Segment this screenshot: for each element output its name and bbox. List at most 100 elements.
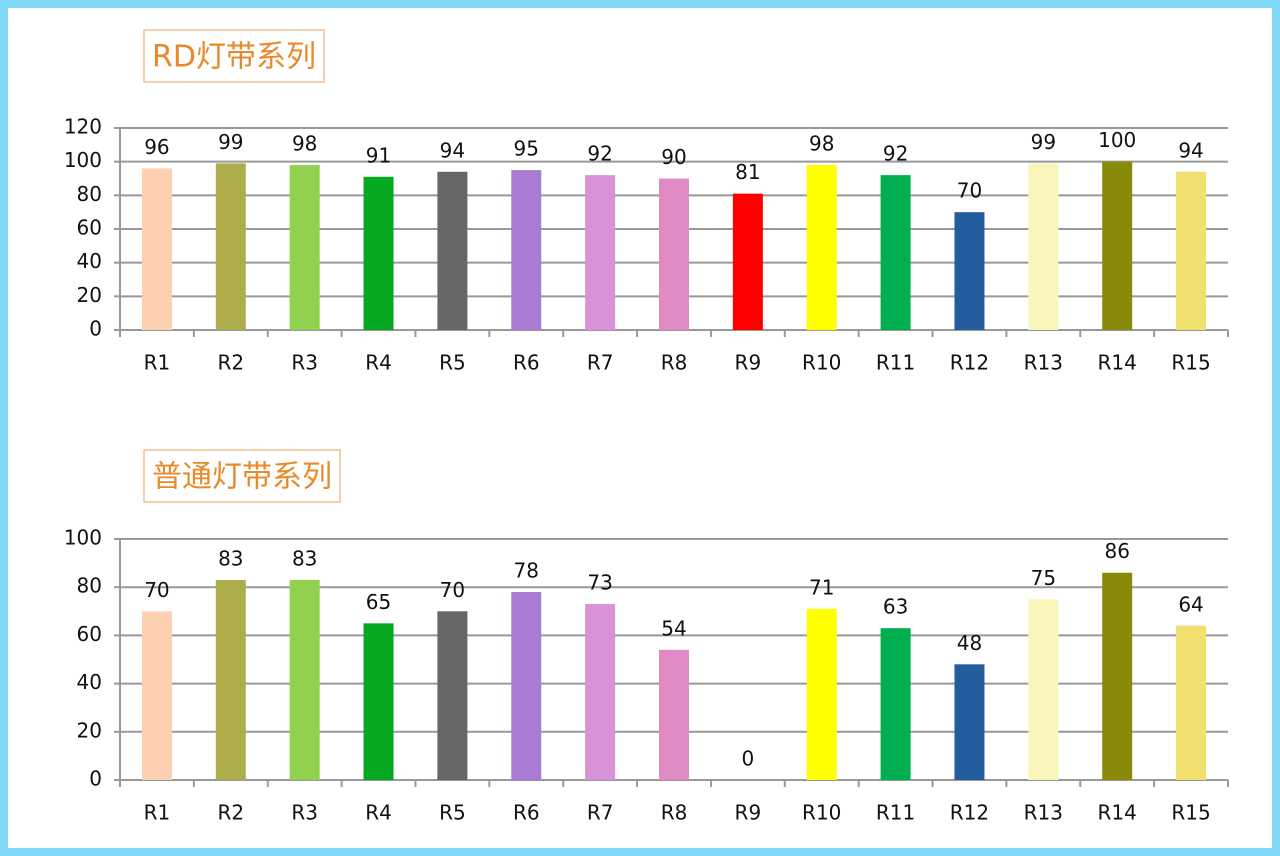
- y-tick-label: 40: [77, 670, 102, 694]
- bar: [1102, 572, 1133, 780]
- data-label: 70: [957, 179, 982, 203]
- bar: [215, 579, 246, 780]
- data-label: 98: [809, 132, 834, 156]
- bar: [289, 165, 320, 330]
- x-tick-label: R12: [950, 801, 989, 825]
- y-tick-label: 40: [77, 249, 102, 273]
- bar: [289, 579, 320, 780]
- bar: [1176, 171, 1207, 330]
- x-tick-label: R14: [1098, 351, 1137, 375]
- bar: [659, 649, 689, 780]
- x-tick-label: R4: [365, 351, 392, 375]
- x-tick-label: R13: [1024, 351, 1063, 375]
- x-tick-label: R7: [587, 801, 614, 825]
- title-box: [143, 449, 341, 503]
- y-tick-label: 120: [64, 115, 102, 139]
- bar: [585, 175, 616, 330]
- data-label: 91: [366, 143, 391, 167]
- data-label: 64: [1178, 592, 1203, 616]
- x-tick-label: R11: [876, 351, 915, 375]
- data-label: 90: [661, 145, 686, 169]
- bar: [363, 176, 394, 330]
- y-tick-label: 60: [77, 622, 102, 646]
- x-tick-label: R10: [802, 801, 841, 825]
- data-label: 75: [1031, 566, 1056, 590]
- x-tick-label: R6: [513, 351, 540, 375]
- chart-title: 普通灯带系列: [152, 460, 332, 495]
- data-label: 70: [144, 578, 169, 602]
- data-label: 54: [661, 616, 686, 640]
- data-label: 70: [440, 578, 465, 602]
- x-tick-label: R3: [291, 801, 318, 825]
- data-label: 99: [218, 130, 243, 154]
- bar: [363, 623, 394, 780]
- y-tick-label: 60: [77, 216, 102, 240]
- x-tick-label: R3: [291, 351, 318, 375]
- x-tick-label: R14: [1098, 801, 1137, 825]
- y-tick-label: 20: [77, 718, 102, 742]
- bar: [954, 664, 985, 780]
- x-tick-label: R4: [365, 801, 392, 825]
- bar: [511, 592, 542, 780]
- bar: [732, 193, 763, 330]
- bar: [511, 170, 542, 330]
- x-tick-label: R11: [876, 801, 915, 825]
- bar: [585, 604, 616, 780]
- bar: [954, 212, 985, 330]
- bar: [215, 163, 246, 330]
- y-tick-label: 100: [64, 526, 102, 550]
- data-label: 86: [1104, 539, 1129, 563]
- x-tick-label: R6: [513, 801, 540, 825]
- x-tick-label: R5: [439, 351, 466, 375]
- data-label: 0: [741, 747, 754, 771]
- data-label: 65: [366, 590, 391, 614]
- data-label: 98: [292, 132, 317, 156]
- x-tick-label: R8: [661, 801, 688, 825]
- x-tick-label: R5: [439, 801, 466, 825]
- bar: [437, 611, 468, 780]
- data-label: 78: [514, 559, 539, 583]
- bar: [1028, 599, 1059, 780]
- x-tick-label: R15: [1171, 801, 1210, 825]
- data-label: 48: [957, 631, 982, 655]
- data-label: 92: [587, 142, 612, 166]
- data-label: 81: [735, 160, 760, 184]
- y-tick-label: 0: [89, 317, 102, 341]
- bar: [1176, 625, 1207, 780]
- x-tick-label: R13: [1024, 801, 1063, 825]
- data-label: 94: [1178, 138, 1203, 162]
- x-tick-label: R15: [1171, 351, 1210, 375]
- data-label: 99: [1031, 130, 1056, 154]
- title-box: [143, 29, 325, 83]
- x-tick-label: R9: [735, 801, 762, 825]
- y-tick-label: 80: [77, 574, 102, 598]
- y-tick-label: 0: [89, 767, 102, 791]
- bar: [880, 175, 911, 330]
- bar: [1102, 161, 1133, 330]
- bar: [880, 628, 911, 780]
- data-label: 94: [440, 138, 465, 162]
- x-tick-label: R1: [144, 351, 171, 375]
- data-label: 92: [883, 142, 908, 166]
- data-label: 95: [514, 137, 539, 161]
- bar: [659, 178, 689, 330]
- data-label: 83: [292, 546, 317, 570]
- data-label: 100: [1098, 128, 1136, 152]
- chart-title: RD灯带系列: [152, 40, 316, 75]
- x-tick-label: R9: [735, 351, 762, 375]
- data-label: 83: [218, 546, 243, 570]
- data-label: 63: [883, 595, 908, 619]
- x-tick-label: R2: [217, 351, 244, 375]
- data-label: 71: [809, 575, 834, 599]
- bar: [1028, 163, 1059, 330]
- y-tick-label: 20: [77, 283, 102, 307]
- y-tick-label: 80: [77, 182, 102, 206]
- x-tick-label: R12: [950, 351, 989, 375]
- data-label: 96: [144, 135, 169, 159]
- x-tick-label: R7: [587, 351, 614, 375]
- data-label: 73: [587, 571, 612, 595]
- bar: [437, 171, 468, 330]
- x-tick-label: R8: [661, 351, 688, 375]
- bar: [806, 608, 837, 780]
